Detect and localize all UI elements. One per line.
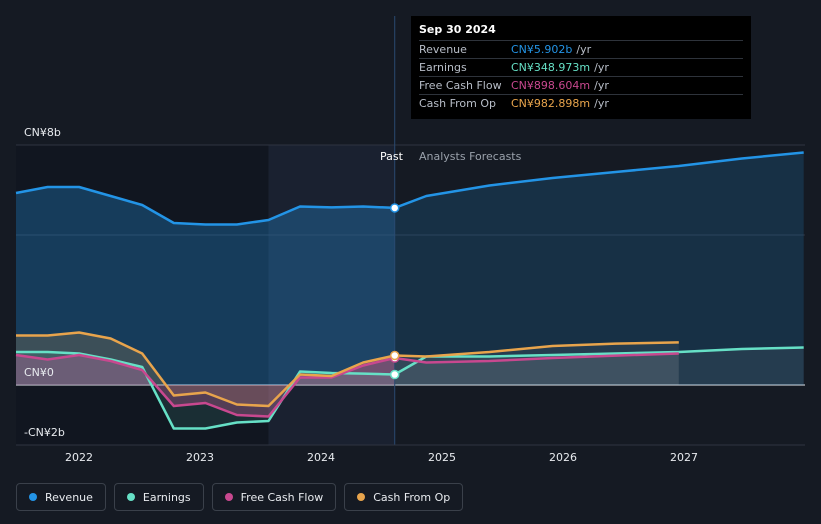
chart-legend: Revenue Earnings Free Cash Flow Cash Fro… [16, 483, 464, 511]
x-tick-label-2022: 2022 [65, 451, 93, 464]
tooltip-unit: /yr [576, 43, 592, 56]
legend-label: Revenue [45, 490, 93, 504]
x-tick-label-2023: 2023 [186, 451, 214, 464]
legend-label: Cash From Op [373, 490, 451, 504]
legend-dot-icon [126, 493, 135, 501]
legend-item-free-cash-flow[interactable]: Free Cash Flow [211, 483, 337, 511]
tooltip-name: Revenue [419, 43, 467, 56]
tooltip-name: Earnings [419, 61, 467, 74]
legend-item-earnings[interactable]: Earnings [113, 483, 204, 511]
tooltip-value: CN¥898.604m [511, 79, 591, 92]
marker-earnings [389, 369, 400, 380]
y-tick-label-zero: CN¥0 [24, 366, 54, 379]
legend-label: Earnings [142, 490, 191, 504]
line-free-cash-flow [15, 353, 395, 418]
area-earnings [16, 352, 395, 429]
line-revenue [15, 185, 395, 226]
x-tick-label-2026: 2026 [549, 451, 577, 464]
tooltip-unit: /yr [594, 97, 609, 110]
legend-dot-icon [224, 493, 233, 501]
tooltip-row-revenue: Revenue CN¥5.902b /yr [419, 40, 743, 58]
marker-revenue [389, 203, 400, 213]
area-cash-from-op [16, 332, 395, 406]
tooltip-name: Free Cash Flow [419, 79, 502, 92]
tooltip-date: Sep 30 2024 [419, 23, 496, 36]
legend-dot-icon [29, 493, 37, 501]
y-tick-label-bottom: -CN¥2b [24, 426, 65, 439]
x-tick-label-2025: 2025 [428, 451, 456, 464]
past-label: Past [380, 150, 403, 163]
marker-cash-from-op [389, 350, 400, 361]
line-earnings [16, 350, 395, 430]
legend-item-cash-from-op[interactable]: Cash From Op [344, 483, 464, 511]
forecast-area-free-cash-flow [394, 353, 679, 385]
tooltip-row-cash-from-op: Cash From Op CN¥982.898m /yr [419, 94, 743, 112]
tooltip-value: CN¥5.902b [511, 43, 573, 56]
data-tooltip: Sep 30 2024 Revenue CN¥5.902b /yr Earnin… [411, 16, 751, 119]
forecast-area-revenue [394, 152, 804, 385]
tooltip-row-free-cash-flow: Free Cash Flow CN¥898.604m /yr [419, 76, 743, 94]
x-tick-label-2024: 2024 [307, 451, 335, 464]
tooltip-name: Cash From Op [419, 97, 497, 110]
tooltip-unit: /yr [594, 79, 609, 92]
tooltip-unit: /yr [594, 61, 609, 74]
legend-item-revenue[interactable]: Revenue [16, 483, 106, 511]
forecast-label: Analysts Forecasts [419, 150, 522, 163]
forecast-line-free-cash-flow [394, 352, 679, 364]
y-tick-label-top: CN¥8b [24, 126, 61, 139]
line-cash-from-op [16, 331, 395, 408]
forecast-line-cash-from-op [394, 341, 679, 358]
tooltip-row-earnings: Earnings CN¥348.973m /yr [419, 58, 743, 76]
area-free-cash-flow [16, 355, 395, 417]
tooltip-value: CN¥982.898m [511, 97, 591, 110]
highlight-band [268, 145, 395, 445]
x-tick-label-2027: 2027 [670, 451, 698, 464]
forecast-line-revenue [394, 151, 804, 210]
area-revenue [16, 187, 395, 385]
legend-label: Free Cash Flow [240, 490, 324, 504]
legend-dot-icon [357, 493, 366, 501]
tooltip-value: CN¥348.973m [511, 61, 591, 74]
